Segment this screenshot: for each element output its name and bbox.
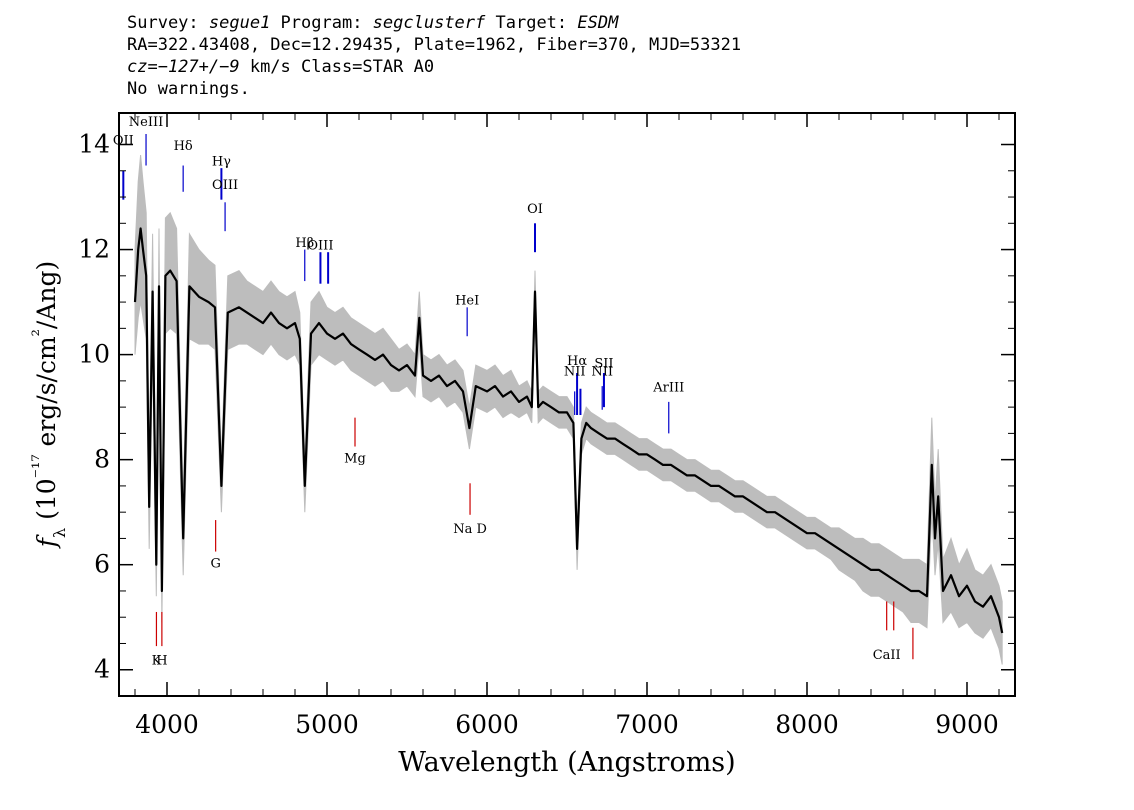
flux-layer bbox=[133, 227, 1004, 634]
spectrum-header: Survey: segue1 Program: segclusterf Targ… bbox=[127, 12, 741, 100]
y-tick-label: 6 bbox=[94, 550, 110, 579]
target-label: Target: bbox=[485, 13, 578, 33]
line-label-h-: Hγ bbox=[212, 155, 231, 170]
y-tick-label: 14 bbox=[78, 130, 110, 159]
flux-line bbox=[133, 227, 1004, 634]
line-label-oi: OI bbox=[527, 202, 543, 217]
cz-value: cz=−127+/−9 bbox=[127, 57, 240, 77]
line-label-nii: NII bbox=[564, 365, 586, 380]
x-tick-label: 5000 bbox=[295, 710, 359, 739]
axis-layer: 4000 5000 6000 7000 8000 9000 4 6 8 10 12 14 bbox=[78, 113, 1015, 739]
line-marker-layer bbox=[122, 134, 914, 660]
program-label: Program: bbox=[270, 13, 373, 33]
y-tick-label: 8 bbox=[94, 445, 110, 474]
x-tick-label: 4000 bbox=[135, 710, 199, 739]
line-label-caii: CaII bbox=[873, 648, 901, 663]
error-band-layer bbox=[134, 154, 1003, 665]
line-label-ariii: ArIII bbox=[652, 380, 684, 395]
y-tick-label: 4 bbox=[94, 655, 110, 684]
line-label-sii: SII bbox=[594, 357, 613, 372]
line-label-layer: OIINeIIIHδHγOIIIHβOIIIOIHeINIIHαNIISIIAr… bbox=[113, 115, 901, 668]
survey-label: Survey: bbox=[127, 13, 209, 33]
x-axis-label: Wavelength (Angstroms) bbox=[398, 747, 735, 778]
line-label-hei: HeI bbox=[455, 294, 479, 309]
x-tick-label: 9000 bbox=[935, 710, 999, 739]
class-text: km/s Class=STAR A0 bbox=[239, 57, 435, 77]
line-label-oii: OII bbox=[113, 134, 134, 149]
error-band bbox=[134, 154, 1003, 665]
survey-value: segue1 bbox=[208, 13, 271, 33]
x-tick-label: 7000 bbox=[615, 710, 679, 739]
header-line-survey: Survey: segue1 Program: segclusterf Targ… bbox=[127, 12, 741, 34]
line-label-na-d: Na D bbox=[453, 522, 487, 537]
header-line-coordinates: RA=322.43408, Dec=12.29435, Plate=1962, … bbox=[127, 35, 742, 55]
plot-frame bbox=[118, 112, 1016, 697]
line-label-nii: NII bbox=[591, 365, 613, 380]
program-value: segclusterf bbox=[372, 13, 486, 33]
target-value: ESDM bbox=[577, 13, 619, 33]
y-tick-label: 10 bbox=[78, 340, 110, 369]
line-label-g: G bbox=[210, 556, 220, 571]
line-label-oiii: OIII bbox=[307, 239, 333, 254]
header-line-redshift: cz=−127+/−9 km/s Class=STAR A0 bbox=[127, 56, 741, 78]
line-label-neiii: NeIII bbox=[129, 115, 163, 130]
line-label-h-: Hδ bbox=[174, 139, 193, 154]
y-axis-label: fλ (10⁻¹⁷ erg/s/cm²/Ang) bbox=[29, 261, 69, 550]
line-label-mg: Mg bbox=[344, 451, 366, 466]
line-label-k: K bbox=[152, 653, 162, 668]
y-tick-label: 12 bbox=[78, 235, 110, 264]
plot-area bbox=[122, 134, 1004, 665]
line-label-h-: Hβ bbox=[295, 236, 314, 251]
header-line-warnings: No warnings. bbox=[127, 79, 250, 99]
line-label-oiii: OIII bbox=[212, 178, 238, 193]
x-tick-label: 8000 bbox=[775, 710, 839, 739]
line-label-h-: Hα bbox=[567, 354, 587, 369]
x-tick-label: 6000 bbox=[455, 710, 519, 739]
line-label-h: H bbox=[156, 653, 167, 668]
